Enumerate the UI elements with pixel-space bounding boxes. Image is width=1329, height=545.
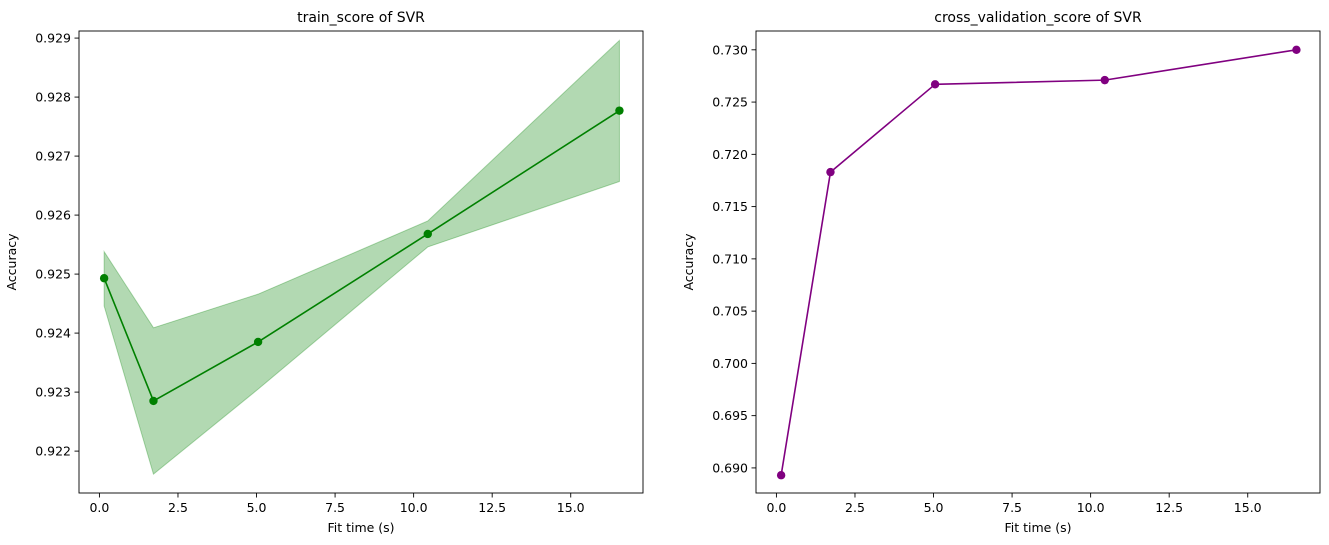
x-tick-label: 12.5 [1155,500,1183,515]
y-tick-label: 0.926 [35,208,71,223]
chart-1: 0.0 2.5 5.0 7.5 10.0 12.5 15.0 0.922 0.923 0.924 0… [4,10,644,535]
x-tick-label: 5.0 [247,500,267,515]
confidence-band [103,39,620,475]
chart-title: train_score of SVR [297,10,425,26]
x-tick-label: 10.0 [400,500,428,515]
x-tick-label: 0.0 [89,500,109,515]
y-tick-label: 0.730 [712,42,748,57]
x-tick-label: 2.5 [168,500,188,515]
y-tick-label: 0.690 [712,460,748,475]
y-tick-label: 0.720 [712,147,748,162]
axes-frame [78,30,644,494]
y-tick-label: 0.924 [35,326,71,341]
x-tick-label: 0.0 [766,500,786,515]
x-tick-label: 2.5 [845,500,865,515]
y-tick-label: 0.929 [35,31,71,46]
x-tick-label: 10.0 [1077,500,1105,515]
y-axis-label: Accuracy [681,233,696,291]
y-tick-label: 0.927 [35,149,71,164]
chart-title: cross_validation_score of SVR [934,10,1142,26]
y-tick-label: 0.922 [35,444,71,459]
data-point [1100,75,1109,85]
data-point [149,396,158,406]
data-point [615,106,624,115]
x-tick-label: 15.0 [557,500,585,515]
y-tick-label: 0.725 [712,95,748,110]
x-tick-label: 15.0 [1234,500,1262,515]
y-tick-label: 0.705 [712,304,748,319]
y-tick-label: 0.695 [712,408,748,423]
x-axis-label: Fit time (s) [327,520,394,535]
y-tick-label: 0.923 [35,385,71,400]
data-point [776,471,786,480]
data-point [423,229,432,239]
y-tick-label: 0.700 [712,356,748,371]
data-point [99,274,109,283]
y-axis-label: Accuracy [4,233,19,291]
axes-frame [755,30,1321,494]
x-axis-label: Fit time (s) [1004,520,1071,535]
y-tick-label: 0.928 [35,90,71,105]
x-tick-label: 7.5 [1002,500,1022,515]
y-tick-label: 0.925 [35,267,71,282]
data-point [1292,45,1301,55]
y-tick-label: 0.710 [712,251,748,266]
data-point [253,337,263,347]
data-point [930,80,940,89]
x-tick-label: 12.5 [478,500,506,515]
x-tick-label: 7.5 [325,500,345,515]
chart-2: 0.0 2.5 5.0 7.5 10.0 12.5 15.0 0.690 0.695 0.700 0… [681,10,1321,535]
y-tick-label: 0.715 [712,199,748,214]
x-tick-label: 5.0 [924,500,944,515]
data-point [826,167,835,177]
series-line [780,49,1297,476]
